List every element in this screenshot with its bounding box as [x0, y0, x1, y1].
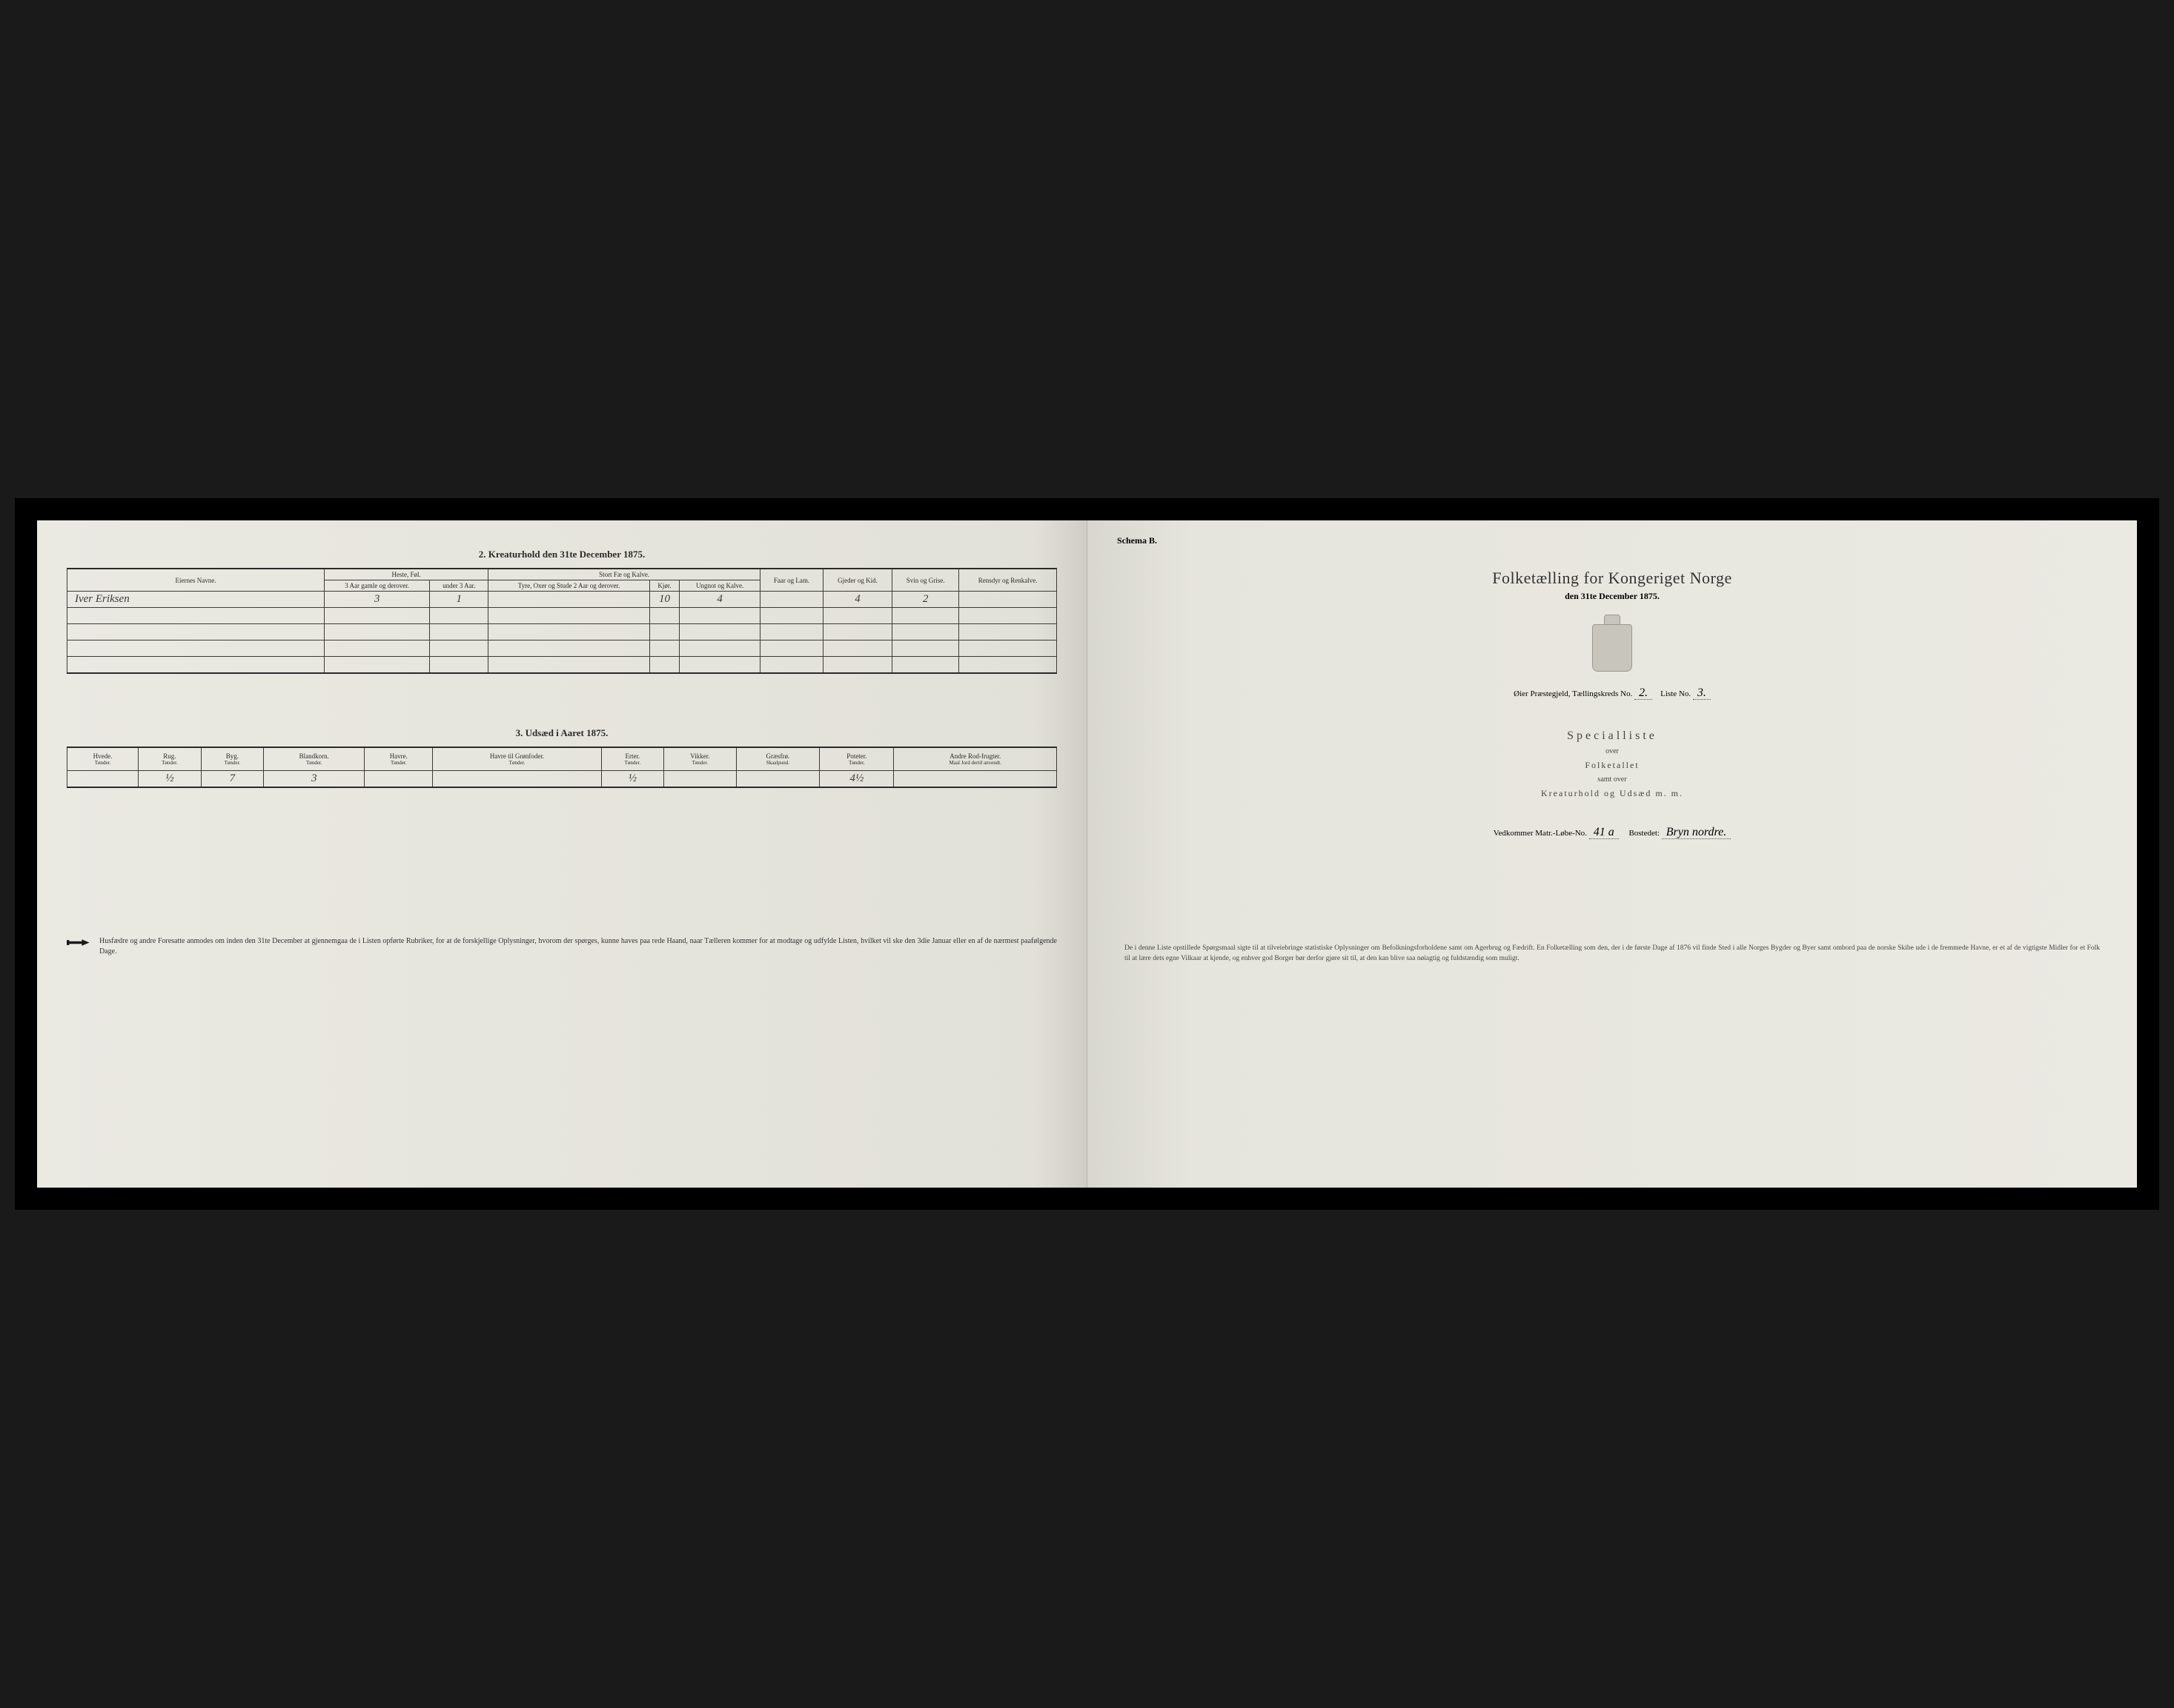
cell-roots [894, 771, 1057, 788]
col-grass: Græsfrø.Skaalpund. [736, 747, 820, 771]
cell-reindeer [959, 592, 1057, 608]
col-rye: Rug.Tønder. [139, 747, 202, 771]
cell-cows: 10 [649, 592, 679, 608]
col-sheep: Faar og Lam. [760, 569, 823, 592]
cell-horse3: 3 [325, 592, 430, 608]
kreds-no: 2. [1634, 686, 1652, 700]
table-row: Iver Eriksen 3 1 10 4 4 2 [67, 592, 1057, 608]
cell-horseU3: 1 [430, 592, 488, 608]
cell-young: 4 [680, 592, 760, 608]
right-page: Schema B. Folketælling for Kongeriget No… [1087, 520, 2137, 1188]
livestock-table: Eiernes Navne. Heste, Føl. Stort Fæ og K… [67, 568, 1057, 674]
scan-frame: 2. Kreaturhold den 31te December 1875. E… [15, 498, 2159, 1210]
cell-mixed: 3 [264, 771, 365, 788]
liste-label: Liste No. [1660, 689, 1691, 698]
section3-title: 3. Udsæd i Aaret 1875. [67, 727, 1057, 739]
matr-no: 41 a [1589, 826, 1619, 839]
cell-owner: Iver Eriksen [67, 592, 325, 608]
liste-no: 3. [1693, 686, 1711, 700]
col-mixed: Blandkorn.Tønder. [264, 747, 365, 771]
bostedet-value: Bryn nordre. [1662, 826, 1731, 839]
table-row [67, 608, 1057, 624]
col-horses: Heste, Føl. [325, 569, 488, 580]
cell-pigs: 2 [892, 592, 959, 608]
table-row [67, 624, 1057, 640]
col-oats: Havre.Tønder. [365, 747, 433, 771]
table-row [67, 657, 1057, 673]
col-young: Ungnot og Kalve. [680, 580, 760, 592]
left-footnote-text: Husfædre og andre Foresatte anmodes om i… [99, 936, 1057, 957]
right-footnote: De i denne Liste opstillede Spørgsmaal s… [1117, 943, 2107, 964]
cell-bulls [488, 592, 650, 608]
cell-wheat [67, 771, 139, 788]
col-wheat: Hvede.Tønder. [67, 747, 139, 771]
book-spread: 2. Kreaturhold den 31te December 1875. E… [37, 520, 2137, 1188]
col-cattle: Stort Fæ og Kalve. [488, 569, 760, 580]
folketallet-label: Folketallet [1117, 760, 2107, 771]
samt-over-label: samt over [1117, 775, 2107, 784]
col-barley: Byg.Tønder. [201, 747, 264, 771]
census-subtitle: den 31te December 1875. [1117, 591, 2107, 602]
table-row [67, 640, 1057, 657]
specialliste-title: Specialliste [1117, 729, 2107, 743]
census-title: Folketælling for Kongeriget Norge [1117, 569, 2107, 588]
parish-prefix: Øier Præstegjeld, Tællingskreds No. [1514, 689, 1632, 698]
schema-label: Schema B. [1117, 535, 2107, 546]
col-peas: Erter.Tønder. [601, 747, 664, 771]
left-footnote: Husfædre og andre Foresatte anmodes om i… [67, 936, 1057, 957]
seed-table: Hvede.Tønder. Rug.Tønder. Byg.Tønder. Bl… [67, 747, 1057, 789]
bostedet-label: Bostedet: [1628, 829, 1660, 838]
col-horse-3plus: 3 Aar gamle og derover. [325, 580, 430, 592]
cell-vetches [664, 771, 736, 788]
col-horse-under3: under 3 Aar. [430, 580, 488, 592]
col-oats-green: Havre til Grønfoder.Tønder. [433, 747, 601, 771]
cell-oats-green [433, 771, 601, 788]
parish-line: Øier Præstegjeld, Tællingskreds No. 2. L… [1117, 686, 2107, 700]
col-potatoes: Poteter.Tønder. [820, 747, 894, 771]
bostedet-line: Vedkommer Matr.-Løbe-No. 41 a Bostedet: … [1117, 826, 2107, 839]
cell-peas: ½ [601, 771, 664, 788]
col-owner: Eiernes Navne. [67, 569, 325, 592]
kreatur-line: Kreaturhold og Udsæd m. m. [1117, 788, 2107, 799]
col-vetches: Vikker.Tønder. [664, 747, 736, 771]
col-goats: Gjeder og Kid. [823, 569, 892, 592]
cell-grass [736, 771, 820, 788]
cell-barley: 7 [201, 771, 264, 788]
table-row: ½ 7 3 ½ 4½ [67, 771, 1057, 788]
coat-of-arms-icon [1117, 624, 2107, 672]
matr-label: Vedkommer Matr.-Løbe-No. [1494, 829, 1587, 838]
over-label: over [1117, 747, 2107, 755]
pointing-hand-icon [67, 936, 92, 957]
left-page: 2. Kreaturhold den 31te December 1875. E… [37, 520, 1087, 1188]
section2-title: 2. Kreaturhold den 31te December 1875. [67, 549, 1057, 560]
cell-potatoes: 4½ [820, 771, 894, 788]
cell-rye: ½ [139, 771, 202, 788]
col-bulls: Tyre, Oxer og Stude 2 Aar og derover. [488, 580, 650, 592]
col-cows: Kjør. [649, 580, 679, 592]
col-roots: Andre Rod-frugter.Maal Jord dertil anven… [894, 747, 1057, 771]
col-pigs: Svin og Grise. [892, 569, 959, 592]
cell-oats [365, 771, 433, 788]
cell-goats: 4 [823, 592, 892, 608]
cell-sheep [760, 592, 823, 608]
col-reindeer: Rensdyr og Renkalve. [959, 569, 1057, 592]
